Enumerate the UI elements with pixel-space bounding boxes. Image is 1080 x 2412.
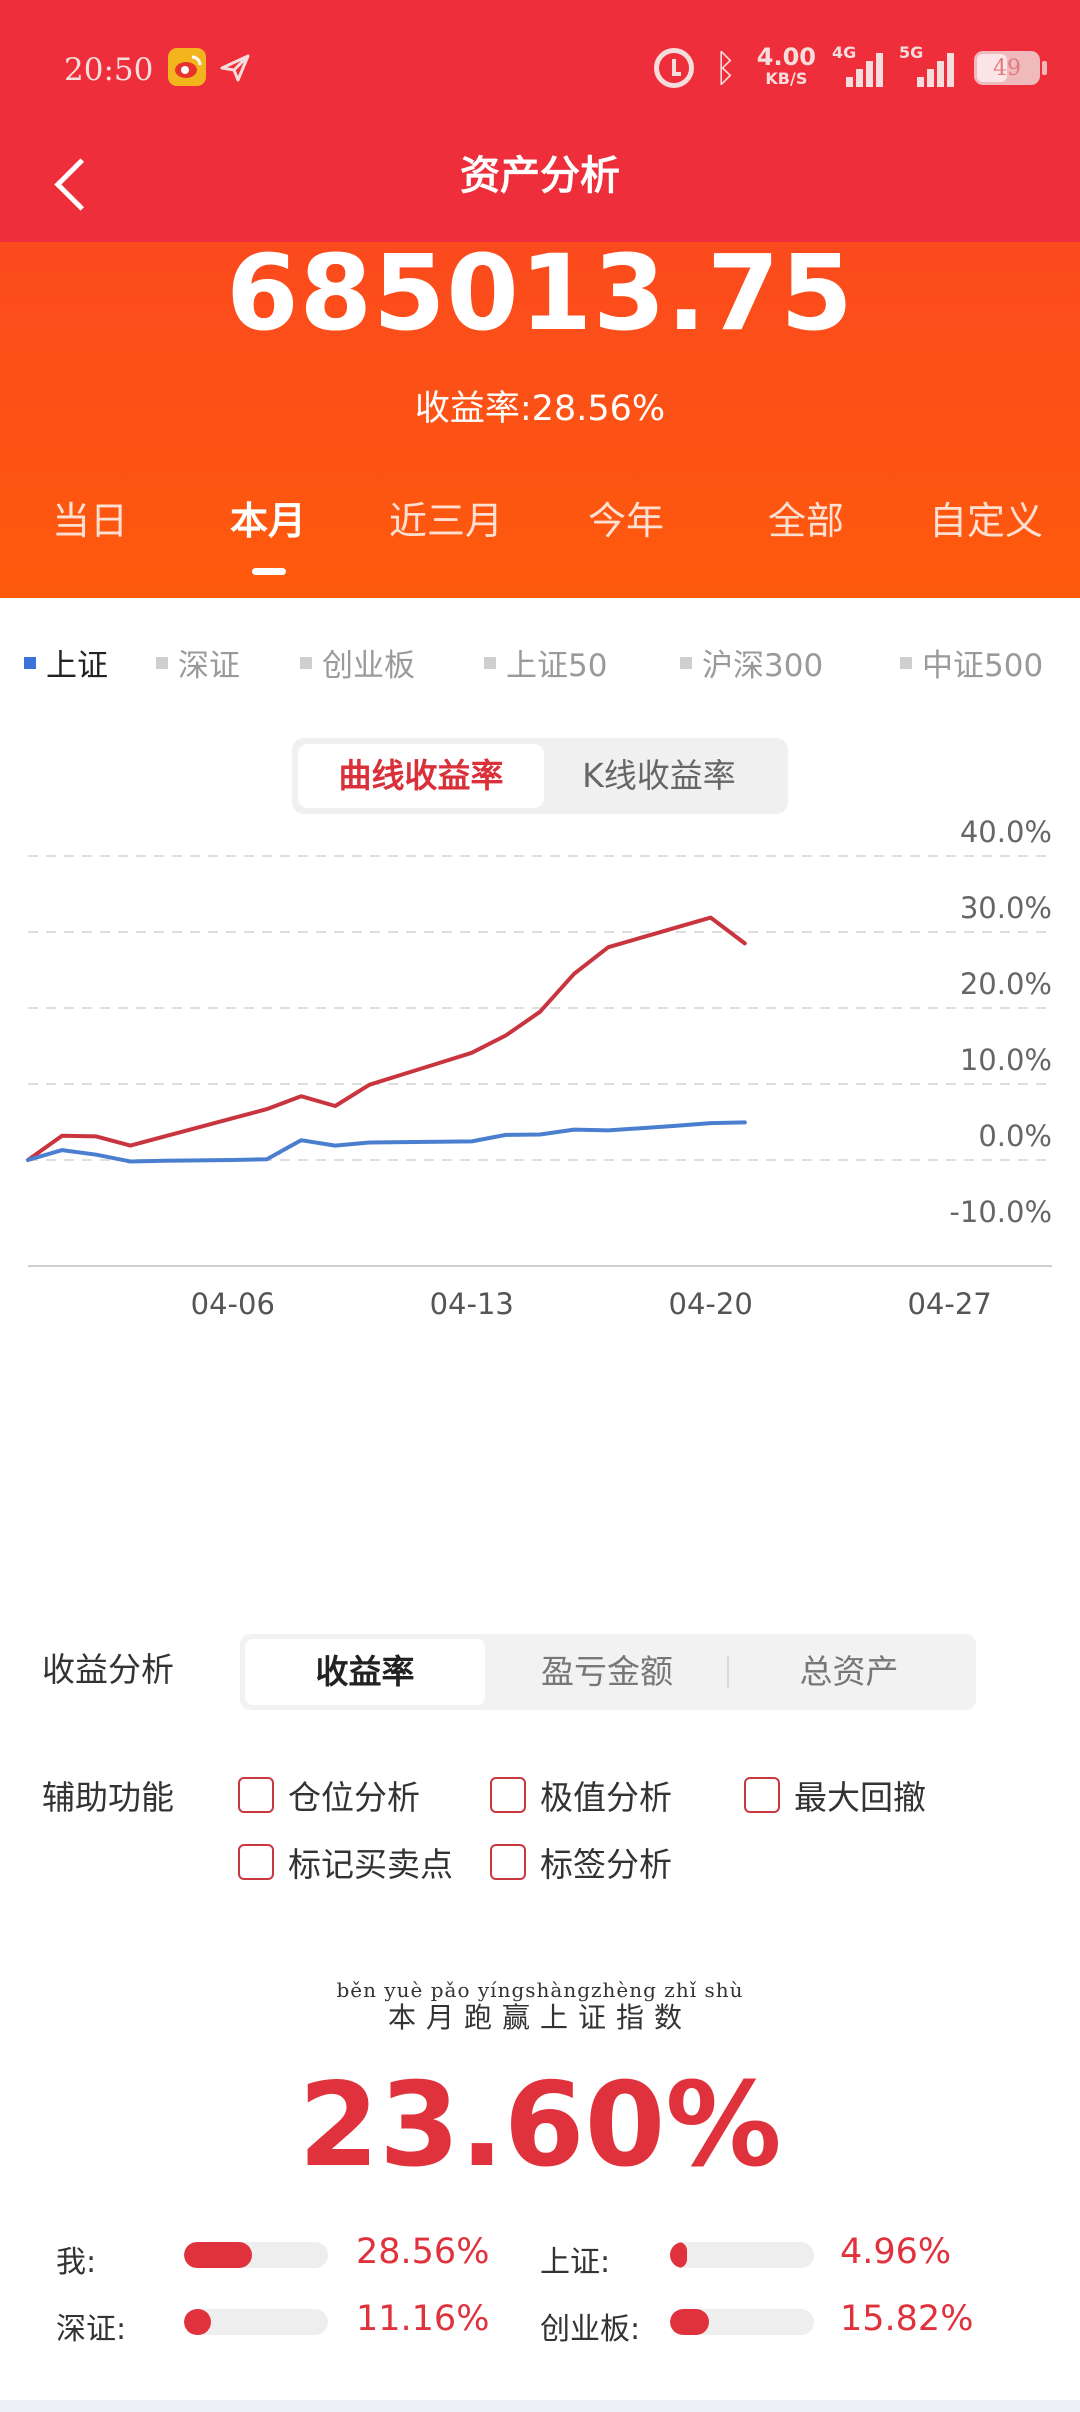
tab-this-month[interactable]: 本月: [229, 499, 306, 543]
segment-divider: [727, 1656, 729, 1688]
checkbox-icon[interactable]: [490, 1777, 526, 1813]
weibo-app-icon: [168, 48, 206, 86]
checkbox-icon[interactable]: [238, 1844, 274, 1880]
bluetooth-icon: ᛒ: [713, 46, 737, 90]
compare-bar-chinext: [670, 2309, 814, 2335]
compare-bar-shanghai: [670, 2242, 814, 2268]
legend-square-icon: [900, 656, 912, 669]
compare-value-shanghai: 4.96%: [840, 2232, 952, 2272]
position-analysis-checkbox[interactable]: 仓位分析: [238, 1771, 420, 1819]
y-tick-label: 40.0%: [960, 815, 1052, 849]
series-line-shanghai: [26, 1120, 747, 1164]
compare-bar-me: [184, 2242, 328, 2268]
checkbox-icon[interactable]: [490, 1844, 526, 1880]
analysis-label: 收益分析: [42, 1650, 174, 1689]
index-sse50[interactable]: 上证50: [484, 640, 607, 685]
legend-square-icon: [484, 656, 496, 669]
curve-return-button[interactable]: 曲线收益率: [298, 744, 544, 808]
network-speed: 4.00 KB/S: [756, 43, 816, 88]
return-chart: 40.0% 30.0% 20.0% 10.0% 0.0% -10.0% 04-06 04-13…: [26, 815, 1052, 1321]
chart-mode-toggle: 曲线收益率 K线收益率: [292, 738, 788, 814]
y-tick-label: 30.0%: [960, 891, 1052, 925]
index-csi500[interactable]: 中证500: [900, 640, 1043, 685]
index-shenzhen[interactable]: 深证: [156, 640, 240, 685]
tag-analysis-checkbox[interactable]: 标签分析: [490, 1838, 672, 1886]
compare-value-shenzhen: 11.16%: [356, 2299, 490, 2339]
index-csi300[interactable]: 沪深300: [680, 640, 823, 685]
analysis-segmented-control: 收益率 盈亏金额 总资产: [240, 1634, 976, 1710]
compare-bar-shenzhen: [184, 2309, 328, 2335]
compare-value-me: 28.56%: [356, 2232, 490, 2272]
mark-trades-checkbox[interactable]: 标记买卖点: [238, 1838, 453, 1886]
outperform-caption: 本月跑赢上证指数: [387, 2001, 692, 2034]
outperform-value: 23.60%: [298, 2058, 782, 2193]
checkbox-icon[interactable]: [238, 1777, 274, 1813]
signal-4g-icon: 4G: [832, 43, 883, 87]
compare-label-shenzhen: 深证:: [56, 2312, 127, 2347]
aux-functions-label: 辅助功能: [42, 1778, 174, 1817]
index-selector: 上证 深证 创业板 上证50 沪深300 中证500: [0, 640, 1080, 690]
summary-panel: [0, 242, 1080, 598]
send-app-icon: [216, 48, 254, 86]
header-background: [0, 0, 1080, 242]
x-tick-label: 04-06: [191, 1287, 275, 1321]
total-assets: 685013.75: [226, 232, 854, 354]
compare-label-chinext: 创业板:: [540, 2312, 641, 2347]
legend-square-icon: [156, 656, 168, 669]
outperform-pinyin: běn yuè pǎo yíngshàngzhèng zhǐ shù: [336, 1978, 744, 2002]
y-tick-label: 10.0%: [960, 1043, 1052, 1077]
kline-return-button[interactable]: K线收益率: [582, 756, 736, 795]
legend-square-icon: [24, 656, 36, 669]
x-tick-label: 04-13: [430, 1287, 514, 1321]
max-drawdown-checkbox[interactable]: 最大回撤: [744, 1771, 926, 1819]
tab-three-months[interactable]: 近三月: [388, 499, 503, 543]
status-time: 20:50: [64, 52, 154, 88]
series-line-portfolio: [26, 915, 747, 1162]
seg-total-assets[interactable]: 总资产: [799, 1652, 899, 1691]
extreme-analysis-checkbox[interactable]: 极值分析: [490, 1771, 672, 1819]
x-tick-label: 04-27: [907, 1287, 991, 1321]
status-icons: ᛒ 4.00 KB/S 4G 5G 49: [653, 43, 1047, 92]
tab-this-year[interactable]: 今年: [587, 499, 664, 543]
index-chinext[interactable]: 创业板: [300, 640, 415, 685]
y-tick-label: 20.0%: [960, 967, 1052, 1001]
index-shanghai[interactable]: 上证: [24, 640, 108, 685]
period-tabs: 当日 本月 近三月 今年 全部 自定义: [0, 490, 1080, 580]
compare-label-me: 我:: [56, 2245, 97, 2280]
tab-today[interactable]: 当日: [51, 499, 128, 543]
alarm-icon: [653, 48, 694, 88]
legend-square-icon: [300, 656, 312, 669]
legend-square-icon: [680, 656, 692, 669]
bottom-edge: [0, 2400, 1080, 2412]
active-tab-indicator: [252, 568, 286, 575]
status-bar: 20:50 ᛒ 4.00 KB/S 4G 5G 49: [0, 0, 1080, 140]
battery-icon: 49: [974, 51, 1047, 85]
y-tick-label: 0.0%: [978, 1119, 1052, 1153]
compare-label-shanghai: 上证:: [540, 2245, 611, 2280]
return-rate: 收益率:28.56%: [414, 389, 666, 429]
seg-profit-amount[interactable]: 盈亏金额: [541, 1652, 673, 1691]
checkbox-icon[interactable]: [744, 1777, 780, 1813]
y-tick-label: -10.0%: [949, 1195, 1052, 1229]
tab-all[interactable]: 全部: [767, 499, 844, 543]
page-title: 资产分析: [460, 153, 620, 199]
signal-5g-icon: 5G: [899, 43, 954, 87]
seg-return-rate[interactable]: 收益率: [245, 1639, 485, 1705]
tab-custom[interactable]: 自定义: [928, 499, 1043, 543]
compare-value-chinext: 15.82%: [840, 2299, 974, 2339]
x-tick-label: 04-20: [669, 1287, 753, 1321]
